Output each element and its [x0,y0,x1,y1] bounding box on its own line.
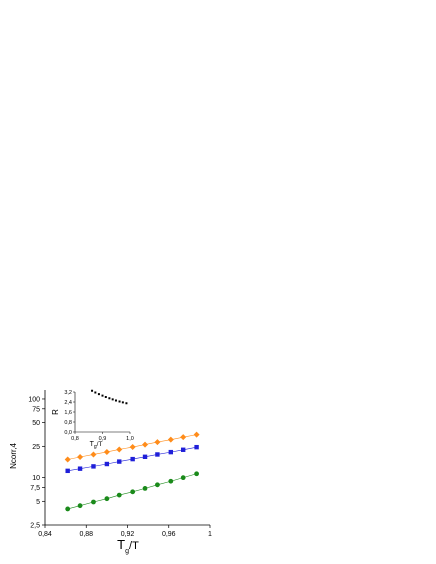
data-point [91,464,96,469]
main-chart: 0,84 0,88 0,92 0,96 1 2,5 5 7,5 10 25 50 75 100 Ncor… [9,390,212,555]
data-point [180,475,186,481]
data-point [180,447,186,452]
data-point [142,485,148,491]
y-axis-title: Ncorr,4 [9,443,18,469]
x-axis-title: Tg/T [117,537,139,555]
data-point [116,446,123,453]
main-series [64,431,200,512]
x-tick-label: 0,92 [121,531,135,538]
inset-data-point [104,396,107,398]
inset-x-tick-label: 1,0 [126,436,134,442]
inset-data-point [121,401,124,404]
data-point [194,471,199,477]
x-tick-label: 0,96 [162,531,176,538]
inset-x-tick-label: 0,9 [99,436,107,442]
data-point [117,459,122,464]
data-point [130,489,136,495]
inset-data-point [101,394,104,397]
x-tick-label: 1 [208,531,212,538]
y-tick-label: 50 [32,420,40,427]
data-point [129,444,136,451]
inset-data-point [111,398,114,401]
inset-data-point [97,393,100,396]
y-tick-label: 10 [32,475,40,482]
inset-x-axis-title: Tg/T [90,441,103,450]
inset-y-tick-label: 0,0 [64,430,72,436]
data-point [91,499,96,505]
x-tick-label: 0,84 [38,531,52,538]
data-point [142,441,149,448]
inset-data-point [94,391,97,394]
data-point [77,453,84,460]
data-point [104,461,110,467]
x-tick-label: 0,88 [79,531,93,538]
data-point [104,496,110,502]
inset-data-point [108,397,111,400]
y-tick-label: 7,5 [30,485,40,492]
data-point [130,456,135,462]
inset-data-point [125,402,128,405]
data-point [155,482,160,488]
inset-chart: 0,8 0,9 1,00,00,81,62,43,2 R Tg/T [51,389,134,450]
data-point [142,454,148,460]
data-point [103,448,110,455]
y-tick-label: 5 [36,499,40,506]
inset-y-axis-title: R [51,409,60,415]
data-point [180,434,187,441]
y-tick-label: 25 [32,444,40,451]
data-point [154,439,161,446]
data-point [77,466,83,471]
data-point [193,431,200,438]
data-point [64,456,71,463]
inset-series [91,389,128,405]
y-tick-label: 100 [28,396,40,403]
inset-data-point [118,400,121,403]
inset-y-tick-label: 0,8 [64,420,72,426]
data-point [155,452,160,457]
data-point [167,436,174,443]
y-tick-label: 2,5 [30,523,40,530]
data-point [65,506,71,512]
data-point [116,492,122,498]
inset-data-point [114,399,117,402]
inset-y-tick-label: 1,6 [64,410,72,416]
main-ticks: 0,84 0,88 0,92 0,96 1 2,5 5 7,5 10 25 50 75 100 [28,396,212,538]
inset-x-tick-label: 0,8 [71,436,79,442]
data-point [194,444,199,450]
inset-y-tick-label: 2,4 [64,400,72,406]
data-point [65,468,70,474]
data-point [168,449,174,455]
data-point [90,451,97,458]
data-point [77,503,83,509]
y-tick-label: 75 [32,406,40,413]
data-point [168,478,174,484]
inset-y-tick-label: 3,2 [64,390,72,396]
inset-data-point [91,389,94,392]
inset-ticks: 0,8 0,9 1,00,00,81,62,43,2 [64,390,133,442]
